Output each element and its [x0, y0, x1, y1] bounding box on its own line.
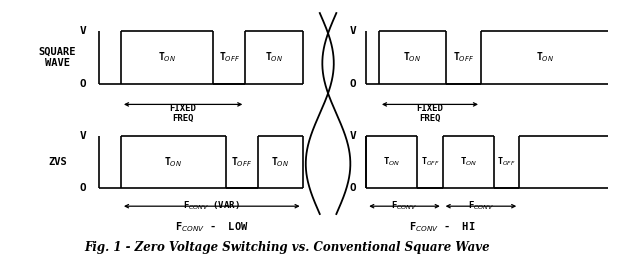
Text: T$_{ON}$: T$_{ON}$ — [403, 51, 422, 64]
Text: FIXED
FREQ: FIXED FREQ — [417, 104, 443, 123]
Text: T$_{ON}$: T$_{ON}$ — [536, 51, 554, 64]
Text: T$_{OFF}$: T$_{OFF}$ — [231, 155, 253, 169]
Text: V: V — [79, 26, 86, 36]
Text: V: V — [79, 131, 86, 141]
Text: O: O — [79, 79, 86, 88]
Text: SQUARE
WAVE: SQUARE WAVE — [39, 47, 76, 68]
Text: T$_{ON}$: T$_{ON}$ — [265, 51, 283, 64]
Text: O: O — [79, 183, 86, 193]
Text: T$_{OFF}$: T$_{OFF}$ — [420, 156, 440, 168]
Text: F$_{CONV}$: F$_{CONV}$ — [391, 200, 418, 212]
Text: FIXED
FREQ: FIXED FREQ — [169, 104, 197, 123]
Text: T$_{OFF}$: T$_{OFF}$ — [497, 156, 516, 168]
Text: T$_{OFF}$: T$_{OFF}$ — [218, 51, 240, 64]
Text: F$_{CONV}$ -  HI: F$_{CONV}$ - HI — [410, 220, 476, 234]
Text: O: O — [350, 79, 357, 88]
Text: T$_{ON}$: T$_{ON}$ — [460, 156, 476, 168]
Text: ZVS: ZVS — [48, 157, 67, 167]
Text: T$_{ON}$: T$_{ON}$ — [158, 51, 176, 64]
Text: T$_{ON}$: T$_{ON}$ — [164, 155, 183, 169]
Text: O: O — [350, 183, 357, 193]
Text: V: V — [350, 26, 357, 36]
Text: T$_{ON}$: T$_{ON}$ — [383, 156, 400, 168]
Text: F$_{CONV}$: F$_{CONV}$ — [468, 200, 494, 212]
Text: F$_{CONV}$ -  LOW: F$_{CONV}$ - LOW — [175, 220, 248, 234]
Text: F$_{CONV}$ (VAR): F$_{CONV}$ (VAR) — [183, 200, 240, 212]
Text: V: V — [350, 131, 357, 141]
Text: T$_{OFF}$: T$_{OFF}$ — [453, 51, 474, 64]
Text: T$_{ON}$: T$_{ON}$ — [271, 155, 289, 169]
Text: Fig. 1 - Zero Voltage Switching vs. Conventional Square Wave: Fig. 1 - Zero Voltage Switching vs. Conv… — [84, 241, 489, 254]
